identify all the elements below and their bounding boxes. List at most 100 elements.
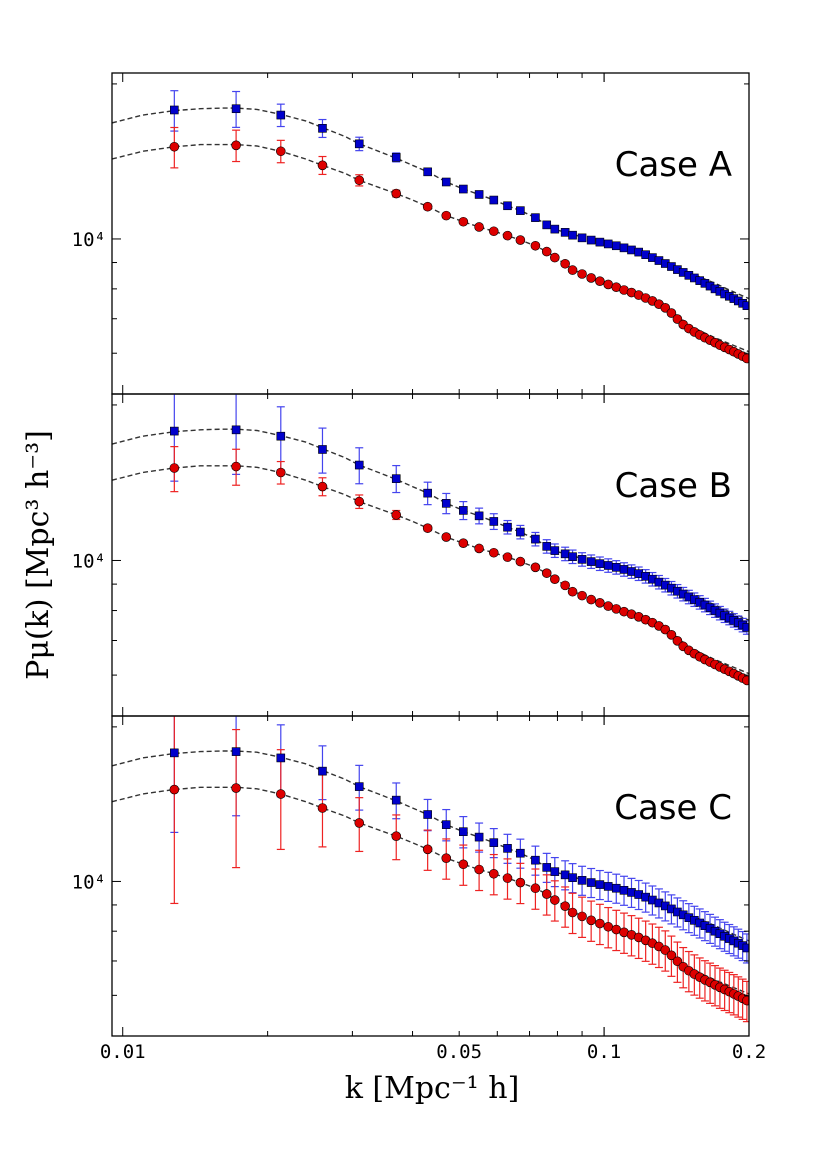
data-point-circle	[441, 853, 452, 863]
data-point-square	[170, 105, 179, 115]
data-point-square	[586, 557, 596, 566]
data-point-circle	[275, 146, 286, 157]
data-point-circle	[666, 950, 677, 961]
data-point-square	[441, 499, 451, 508]
data-point-square	[441, 177, 451, 187]
data-point-square	[627, 888, 636, 897]
data-point-square	[318, 124, 327, 133]
data-point-square	[568, 552, 577, 561]
data-point-square	[568, 873, 577, 882]
data-point-square	[474, 190, 484, 199]
data-point-square	[459, 827, 468, 836]
data-point-square	[611, 883, 621, 893]
data-point-square	[474, 832, 484, 842]
data-point-square	[276, 431, 286, 441]
data-point-square	[611, 563, 621, 572]
data-point-square	[542, 863, 552, 872]
data-point-circle	[391, 188, 402, 199]
data-point-circle	[488, 547, 499, 558]
data-point-circle	[231, 783, 241, 793]
data-point-circle	[666, 630, 677, 640]
data-point-circle	[515, 877, 526, 888]
data-point-circle	[458, 859, 469, 870]
data-point-circle	[595, 918, 605, 929]
data-point-circle	[515, 556, 526, 567]
model-curve	[112, 143, 749, 353]
data-point-circle	[488, 868, 499, 879]
data-point-square	[627, 245, 636, 255]
data-point-square	[474, 511, 484, 521]
data-point-square	[516, 206, 525, 215]
case-label: Case A	[615, 145, 732, 185]
data-point-circle	[354, 818, 365, 828]
data-point-square	[489, 517, 499, 526]
data-point-square	[531, 213, 540, 222]
model-curve	[112, 465, 749, 675]
x-tick-label: 0.2	[732, 1041, 766, 1063]
data-point-circle	[317, 803, 328, 813]
x-axis-title: k [Mpc⁻¹ h]	[345, 1071, 520, 1106]
data-point-circle	[672, 636, 683, 646]
x-tick-label: 0.05	[436, 1041, 482, 1063]
data-point-circle	[530, 240, 541, 251]
data-point-square	[231, 747, 241, 756]
data-point-circle	[672, 956, 683, 967]
data-point-square	[354, 460, 364, 470]
data-point-square	[542, 542, 552, 551]
data-point-circle	[317, 160, 328, 171]
data-point-circle	[275, 467, 286, 478]
data-point-square	[577, 876, 587, 885]
panel-1: 10⁴ Case A	[72, 72, 750, 395]
data-point-square	[560, 228, 570, 237]
data-point-circle	[660, 945, 671, 955]
data-point-square	[391, 474, 401, 483]
data-point-circle	[441, 210, 452, 221]
data-point-circle	[586, 594, 596, 605]
data-point-square	[459, 506, 468, 515]
panel-content	[112, 90, 749, 364]
case-label: Case C	[614, 788, 732, 828]
panel-frame	[111, 393, 750, 717]
data-point-circle	[567, 265, 578, 275]
data-point-square	[318, 445, 327, 454]
data-point-square	[550, 867, 560, 876]
data-point-circle	[541, 568, 552, 578]
data-point-circle	[422, 844, 433, 855]
data-point-circle	[169, 463, 180, 473]
data-point-square	[595, 559, 605, 568]
data-point-circle	[742, 353, 749, 364]
data-point-circle	[560, 901, 570, 911]
data-point-circle	[742, 675, 749, 686]
data-point-square	[542, 220, 552, 230]
data-point-circle	[474, 222, 484, 232]
data-point-circle	[530, 883, 541, 894]
data-point-circle	[666, 308, 677, 318]
data-point-square	[170, 426, 179, 436]
data-point-circle	[488, 226, 499, 237]
panel-frame	[111, 715, 750, 1037]
data-point-square	[586, 235, 596, 245]
data-point-circle	[541, 246, 552, 257]
data-point-circle	[586, 273, 596, 283]
data-point-circle	[515, 235, 526, 245]
data-point-square	[354, 782, 364, 791]
data-point-square	[568, 230, 577, 240]
data-point-circle	[422, 523, 433, 533]
data-point-square	[489, 838, 499, 847]
data-point-circle	[275, 789, 286, 799]
data-point-square	[516, 527, 525, 537]
data-point-circle	[502, 230, 513, 241]
data-point-square	[503, 844, 512, 853]
data-point-circle	[422, 201, 433, 212]
y-tick-label: 10⁴	[72, 229, 106, 251]
case-label: Case B	[615, 466, 732, 506]
data-point-square	[516, 848, 525, 858]
panels-layer: 10⁴ Case A 10⁴ Case B 10⁴ Case C	[72, 72, 750, 1037]
data-point-circle	[603, 279, 614, 290]
data-point-square	[354, 139, 364, 149]
data-point-circle	[541, 889, 552, 899]
data-point-circle	[169, 141, 180, 152]
data-point-circle	[586, 915, 596, 926]
data-point-circle	[577, 590, 587, 601]
panel-2: 10⁴ Case B	[72, 393, 750, 717]
